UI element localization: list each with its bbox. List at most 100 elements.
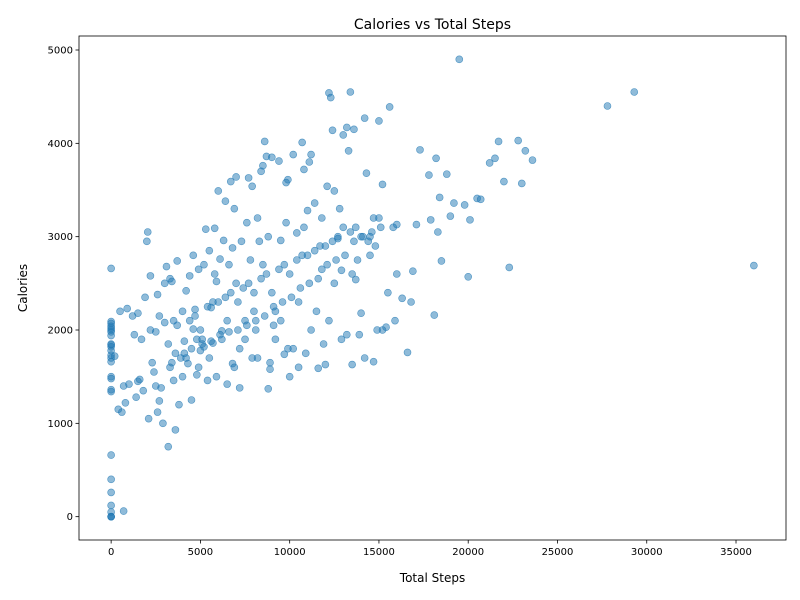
data-point	[305, 158, 314, 166]
data-point	[144, 414, 153, 423]
data-point	[171, 426, 180, 434]
data-point	[250, 288, 258, 297]
data-point	[155, 312, 164, 320]
data-point	[157, 384, 165, 392]
data-point	[364, 237, 373, 246]
data-point	[300, 223, 308, 232]
data-point	[278, 298, 287, 306]
data-point	[107, 488, 115, 497]
data-point	[500, 177, 508, 186]
data-point	[107, 451, 115, 459]
x-tick-label: 25000	[542, 547, 574, 558]
data-point	[134, 309, 142, 318]
data-point	[289, 150, 298, 159]
data-point	[201, 225, 210, 233]
x-axis-ticks: 0 5000 10000 15000 20000 25000 30000 35000	[108, 540, 752, 558]
data-point	[137, 335, 146, 344]
data-point	[212, 277, 221, 286]
data-point	[298, 138, 306, 147]
data-point	[307, 150, 315, 159]
data-point	[328, 237, 337, 246]
x-tick-label: 20000	[452, 547, 484, 558]
y-tick-label: 2000	[48, 326, 73, 337]
data-point	[187, 396, 196, 404]
data-point	[164, 340, 173, 348]
data-point	[392, 270, 401, 278]
data-point	[425, 171, 433, 179]
data-point	[266, 365, 274, 374]
data-point	[285, 270, 294, 278]
data-point	[125, 380, 133, 388]
data-point	[209, 298, 217, 306]
data-point	[284, 344, 292, 353]
data-point	[314, 274, 323, 283]
data-point	[189, 325, 198, 333]
data-point	[194, 363, 203, 372]
data-point	[437, 257, 446, 265]
data-point	[141, 293, 149, 302]
data-point	[216, 255, 224, 263]
x-tick-label: 15000	[363, 547, 395, 558]
data-point	[344, 147, 353, 155]
data-point	[359, 232, 367, 241]
data-point	[282, 218, 290, 227]
data-point	[350, 237, 358, 246]
y-axis-label: Calories	[16, 264, 30, 312]
chart-title: Calories vs Total Steps	[354, 17, 511, 33]
data-point	[234, 298, 242, 306]
data-point	[316, 242, 324, 250]
y-tick-label: 0	[67, 512, 73, 523]
y-tick-label: 4000	[48, 139, 73, 150]
x-axis-label: Total Steps	[399, 571, 465, 585]
data-point	[275, 157, 283, 165]
data-point	[276, 236, 285, 245]
data-point	[398, 294, 406, 303]
data-point	[196, 326, 205, 334]
data-point	[193, 370, 201, 379]
data-point	[182, 286, 190, 295]
data-point	[185, 272, 194, 280]
data-point	[110, 352, 119, 360]
data-point	[116, 307, 124, 316]
data-point	[494, 137, 503, 146]
data-point	[259, 260, 267, 269]
data-point	[337, 266, 346, 275]
data-point	[389, 223, 398, 232]
data-point	[351, 223, 360, 232]
data-point	[171, 349, 180, 358]
data-point	[491, 154, 499, 163]
data-point	[266, 358, 274, 367]
data-point	[351, 275, 360, 284]
data-point	[521, 147, 530, 155]
data-point	[416, 146, 424, 154]
data-point	[341, 251, 349, 260]
data-point	[251, 326, 260, 334]
data-point	[464, 272, 473, 281]
data-point	[107, 264, 115, 273]
data-point	[293, 256, 301, 264]
data-point	[294, 363, 303, 372]
points-layer	[107, 55, 758, 521]
data-point	[460, 201, 469, 209]
data-point	[257, 274, 265, 283]
data-point	[407, 298, 415, 306]
data-point	[371, 242, 380, 250]
data-point	[178, 372, 187, 381]
data-point	[318, 214, 326, 222]
data-point	[271, 335, 280, 344]
y-tick-label: 3000	[48, 232, 73, 243]
data-point	[505, 263, 514, 272]
data-point	[234, 326, 242, 334]
data-point	[369, 214, 378, 222]
data-point	[378, 180, 387, 189]
data-point	[153, 408, 162, 416]
data-point	[367, 228, 376, 236]
data-point	[528, 156, 537, 164]
data-point	[243, 321, 251, 330]
data-point	[262, 270, 271, 278]
data-point	[326, 93, 335, 102]
data-point	[155, 397, 164, 405]
data-point	[243, 218, 251, 227]
data-point	[280, 350, 289, 359]
data-point	[150, 368, 158, 376]
